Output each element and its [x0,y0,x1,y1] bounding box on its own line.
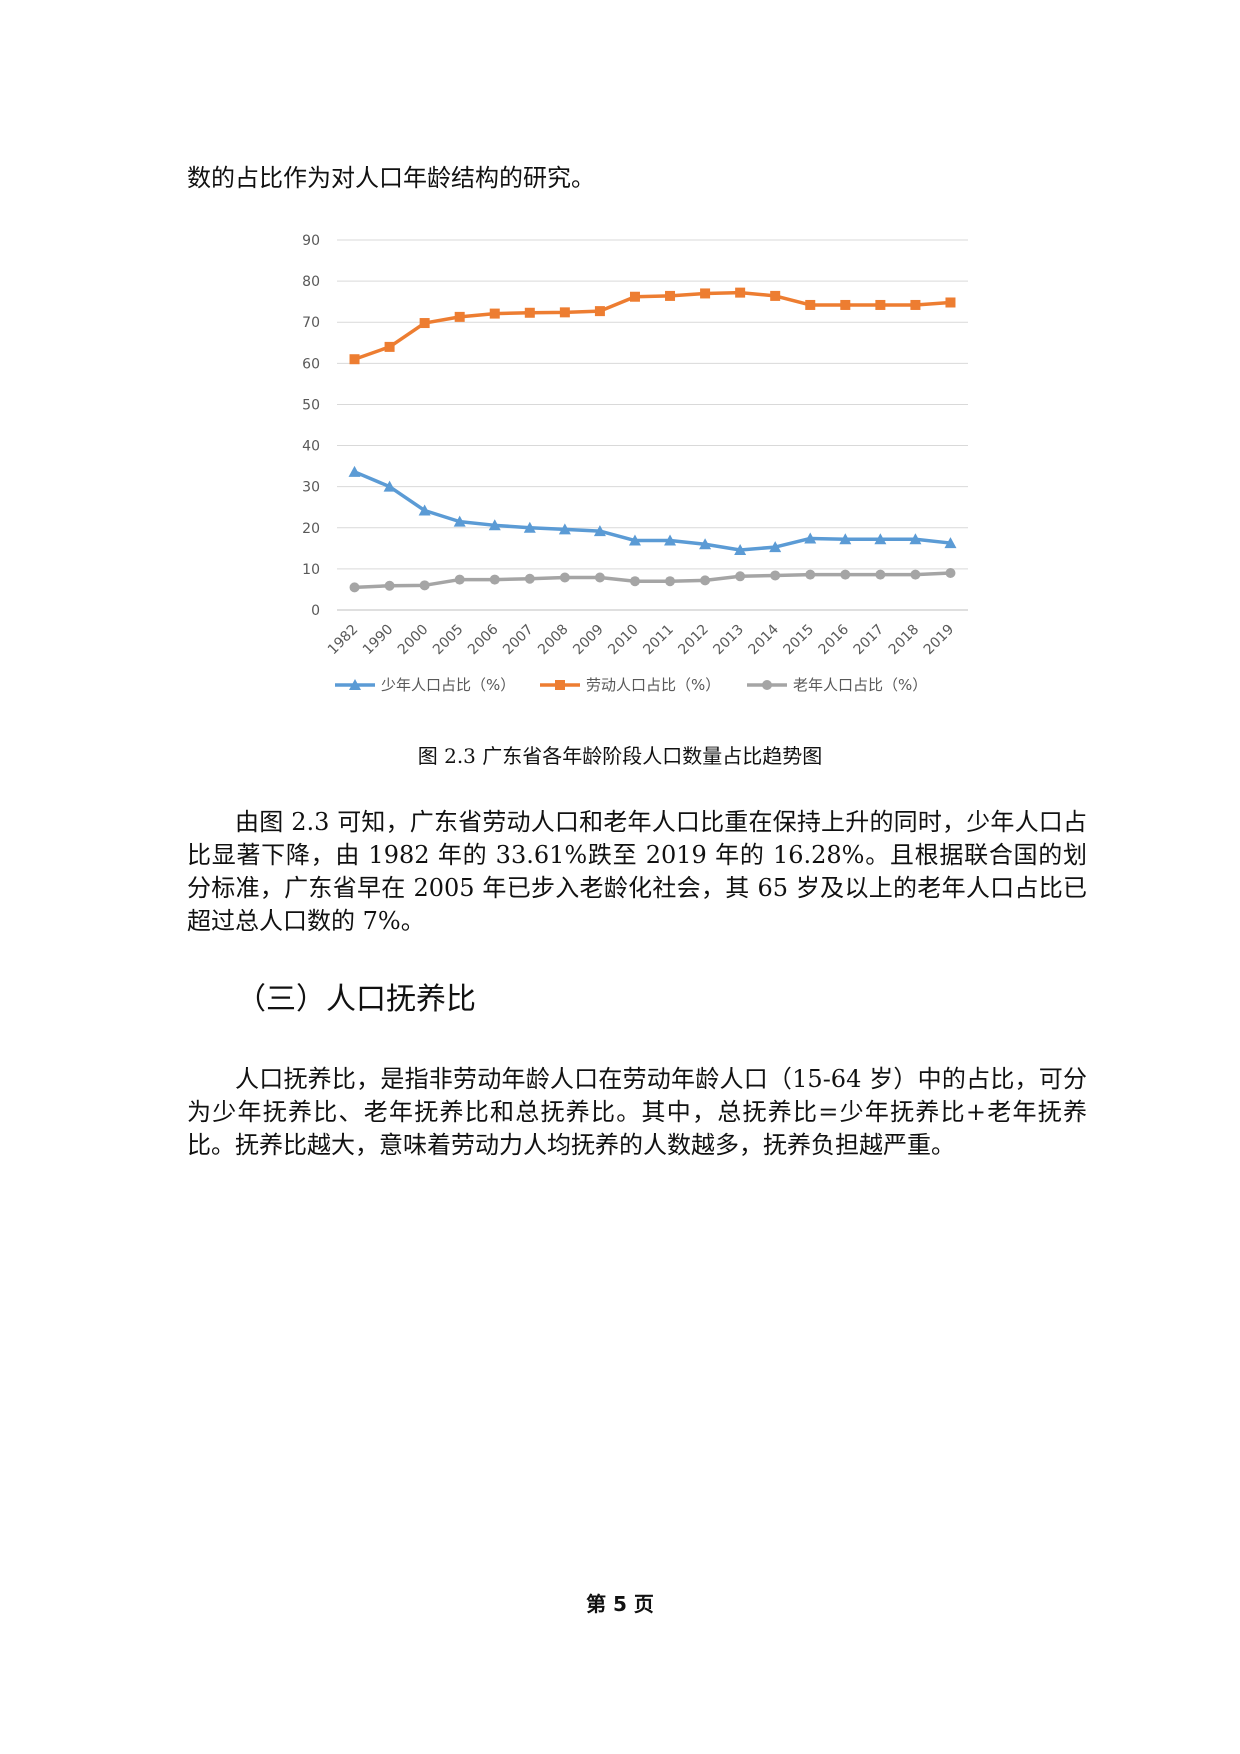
data-point-square [735,287,746,298]
legend-marker-circle [762,680,772,690]
data-point-square [945,297,956,308]
y-tick-label: 80 [302,274,320,290]
legend-label: 少年人口占比（%） [381,676,515,694]
data-point-circle [735,571,746,582]
figure-caption: 图 2.3 广东省各年龄阶段人口数量占比趋势图 [417,744,823,768]
data-point-square [454,311,465,322]
data-point-triangle [909,533,922,545]
section-heading: （三）人口抚养比 [236,982,476,1017]
legend-label: 劳动人口占比（%） [586,676,720,694]
data-point-triangle [874,533,887,545]
data-point-triangle [769,541,782,553]
data-point-triangle [804,532,817,544]
page-number: 第 5 页 [586,1592,654,1616]
y-tick-label: 70 [302,315,320,331]
x-tick-label: 2013 [710,622,747,659]
data-point-circle [349,582,360,593]
data-point-circle [489,574,500,585]
x-tick-label: 2009 [570,622,607,659]
y-tick-label: 10 [302,562,320,578]
data-point-circle [665,576,676,587]
data-point-triangle [348,465,361,477]
data-point-circle [629,576,640,587]
data-point-circle [700,575,711,586]
data-point-triangle [418,504,431,516]
data-point-triangle [699,538,712,550]
data-point-square [700,288,711,299]
y-tick-label: 60 [302,356,320,372]
x-tick-label: 2005 [430,622,467,659]
data-point-circle [770,570,781,581]
series-line-circle [354,571,951,590]
data-point-circle [945,568,956,578]
x-tick-label: 1982 [325,622,362,659]
x-tick-label: 2015 [781,622,818,659]
data-point-circle [875,569,886,580]
x-tick-label: 2016 [816,621,853,658]
x-tick-label: 1990 [360,622,397,659]
data-point-square [805,299,816,310]
y-tick-label: 30 [302,480,320,496]
data-point-circle [419,580,430,591]
data-point-square [384,341,395,352]
x-tick-label: 2007 [500,622,537,659]
data-point-circle [454,574,465,585]
data-point-square [665,290,676,301]
data-point-triangle [558,523,571,535]
data-point-triangle [523,521,536,533]
x-tick-label: 2018 [886,622,923,659]
series-line-triangle [353,470,951,552]
dependency-ratio-paragraph: 人口抚养比，是指非劳动年龄人口在劳动年龄人口（15-64 岁）中的占比，可分为少… [187,1065,1087,1159]
x-tick-label: 2014 [746,621,783,658]
intro-text-line: 数的占比作为对人口年龄结构的研究。 [187,164,595,192]
data-point-triangle [628,534,641,546]
data-point-square [489,308,500,319]
data-point-triangle [383,480,396,492]
data-point-circle [840,569,851,580]
data-point-square [629,291,640,302]
series-line-square [353,290,951,361]
data-point-triangle [488,519,501,531]
y-tick-label: 20 [302,521,320,537]
x-tick-label: 2011 [640,622,677,659]
data-point-circle [805,569,816,580]
data-point-triangle [839,533,852,545]
x-tick-label: 2010 [605,622,642,659]
data-point-circle [910,569,921,580]
data-point-square [840,299,851,310]
data-point-circle [384,580,395,591]
data-point-square [770,290,781,301]
legend-marker-triangle [349,679,361,690]
data-point-triangle [944,537,957,549]
data-point-triangle [734,543,747,555]
data-point-circle [594,572,605,583]
data-point-triangle [453,515,466,527]
y-tick-label: 40 [302,439,320,455]
data-point-square [524,307,535,318]
data-point-square [349,354,360,365]
data-point-square [419,318,430,329]
y-tick-label: 50 [302,397,320,413]
x-tick-label: 2012 [675,622,712,659]
x-tick-label: 2017 [851,622,888,659]
data-point-triangle [593,525,606,537]
data-point-circle [524,573,535,584]
x-tick-label: 2008 [535,622,572,659]
legend-label: 老年人口占比（%） [793,676,927,694]
y-tick-label: 0 [311,603,320,619]
legend-marker-square [555,680,565,690]
data-point-square [594,306,605,317]
y-tick-label: 90 [302,233,320,249]
data-point-triangle [664,534,677,546]
data-point-square [559,307,570,318]
x-tick-label: 2019 [921,622,958,659]
x-tick-label: 2006 [465,621,502,658]
x-tick-label: 2000 [395,622,432,659]
data-point-square [875,299,886,310]
analysis-paragraph: 由图 2.3 可知，广东省劳动人口和老年人口比重在保持上升的同时，少年人口占比显… [187,808,1087,935]
data-point-square [910,299,921,310]
population-share-line-chart: 0102030405060708090198219902000200520062… [302,233,968,694]
data-point-circle [559,572,570,583]
